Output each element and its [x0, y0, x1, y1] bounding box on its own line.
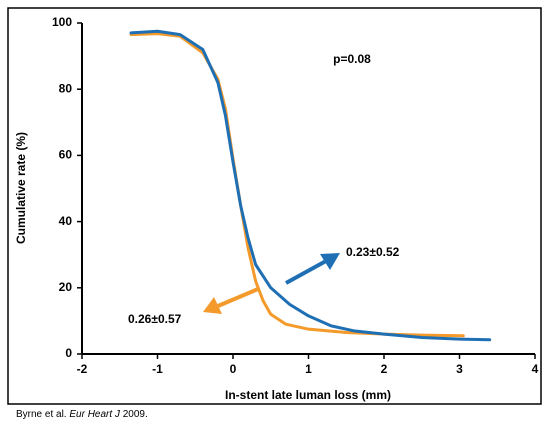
- frame: [7, 7, 542, 405]
- x-axis-title: In-stent late luman loss (mm): [225, 388, 391, 402]
- x-tick-label: 4: [532, 362, 539, 376]
- x-tick-label: 2: [381, 362, 388, 376]
- source-part: 2009.: [120, 409, 148, 420]
- arrow: [203, 287, 259, 314]
- y-tick-label: 20: [59, 280, 73, 294]
- x-tick-label: -1: [152, 362, 163, 376]
- source-part: Byrne et al.: [16, 409, 69, 420]
- arrow: [285, 253, 340, 285]
- x-tick-label: -2: [77, 362, 88, 376]
- p-value: p=0.08: [333, 52, 371, 66]
- source: Byrne et al. Eur Heart J 2009.: [16, 409, 148, 420]
- y-tick-label: 100: [52, 15, 72, 29]
- y-tick-label: 80: [59, 81, 73, 95]
- annotation: 0.23±0.52: [346, 245, 400, 259]
- y-axis-title: Cumulative rate (%): [14, 132, 28, 244]
- x-tick-label: 1: [305, 362, 312, 376]
- source-part: Eur Heart J: [69, 409, 121, 420]
- line: [129, 29, 492, 342]
- x-tick-label: 0: [230, 362, 237, 376]
- line: [129, 32, 465, 338]
- y-tick-label: 40: [59, 214, 73, 228]
- y-tick-label: 60: [59, 148, 73, 162]
- annotation: 0.26±0.57: [128, 312, 182, 326]
- x-tick-label: 3: [456, 362, 463, 376]
- y-tick-label: 0: [65, 346, 72, 360]
